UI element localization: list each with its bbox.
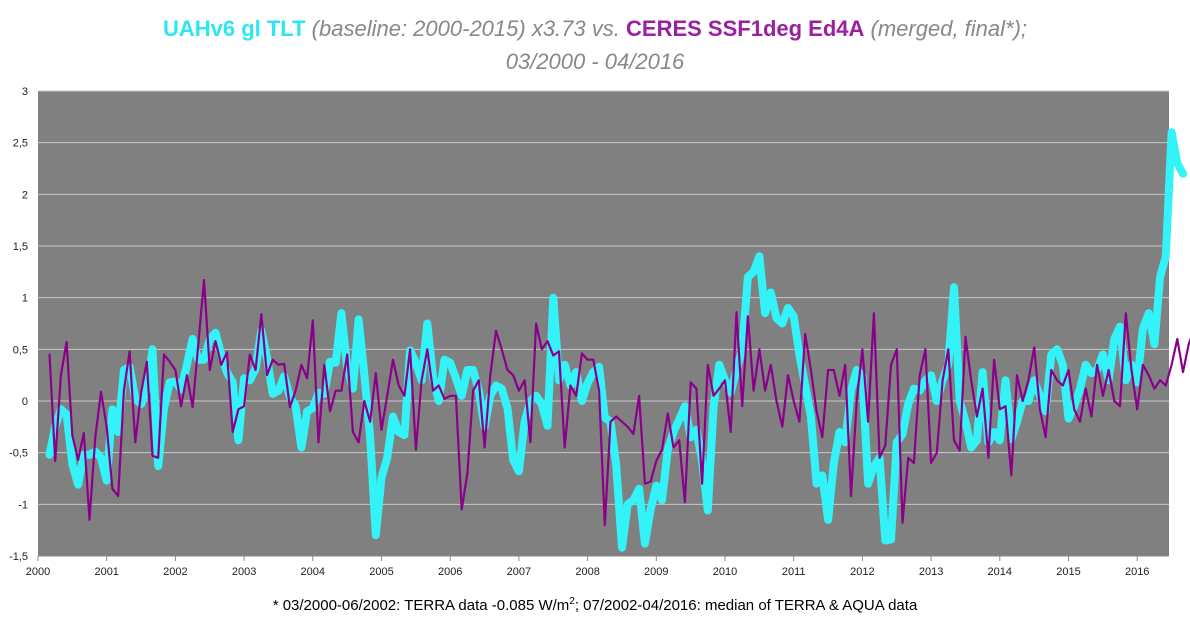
x-tick-label: 2011 [782,566,806,578]
x-tick-label: 2005 [369,566,393,578]
x-tick-label: 2003 [232,566,256,578]
x-tick-label: 2002 [163,566,187,578]
y-tick-label: 3 [22,86,28,98]
chart-title-line1: UAHv6 gl TLT (baseline: 2000-2015) x3.73… [0,16,1190,42]
footnote-superscript: 2 [569,596,575,607]
series-uah-tlt-line [45,128,1187,552]
y-tick-label: 2,5 [13,138,28,150]
x-tick-label: 2006 [438,566,462,578]
y-tick-label: 1 [22,293,28,305]
title-vs: vs. [591,16,620,41]
y-tick-label: -0,5 [9,448,28,460]
y-tick-label: 0,5 [13,344,28,356]
x-tick-label: 2016 [1125,566,1149,578]
x-tick-label: 2013 [919,566,943,578]
x-tick-label: 2009 [644,566,668,578]
x-tick-label: 2014 [988,566,1012,578]
x-tick-label: 2008 [575,566,599,578]
x-tick-label: 2015 [1056,566,1080,578]
x-tick-label: 2007 [507,566,531,578]
y-tick-label: -1 [18,499,28,511]
x-tick-label: 2001 [94,566,118,578]
x-tick-label: 2010 [713,566,737,578]
title-series1-name: UAHv6 gl TLT [162,16,306,41]
y-tick-label: -1,5 [9,551,28,563]
x-tick-label: 2012 [850,566,874,578]
chart-title-period: 03/2000 - 04/2016 [505,49,685,74]
footnote-part2: ; 07/2002-04/2016: median of TERRA & AQU… [574,597,918,614]
x-tick-label: 2000 [26,566,50,578]
y-tick-label: 2 [22,189,28,201]
y-tick-label: 0 [22,396,28,408]
footnote-part1: * 03/2000-06/2002: TERRA data -0.085 W/m [272,597,570,614]
series-ceres-line [48,279,1190,527]
title-series1-desc: (baseline: 2000-2015) x3.73 [311,16,586,41]
title-series2-desc: (merged, final*); [870,16,1028,41]
y-tick-label: 1,5 [13,241,28,253]
title-series2-name: CERES SSF1deg Ed4A [626,16,865,41]
x-tick-label: 2004 [301,566,325,578]
chart-footnote: * 03/2000-06/2002: TERRA data -0.085 W/m… [0,596,1190,614]
